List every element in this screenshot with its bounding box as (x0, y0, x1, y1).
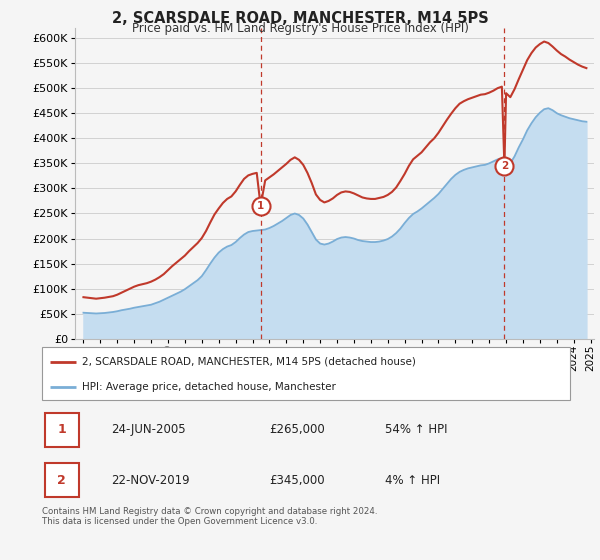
Text: Price paid vs. HM Land Registry's House Price Index (HPI): Price paid vs. HM Land Registry's House … (131, 22, 469, 35)
Text: 2: 2 (501, 161, 508, 171)
FancyBboxPatch shape (44, 413, 79, 447)
Text: 2, SCARSDALE ROAD, MANCHESTER, M14 5PS (detached house): 2, SCARSDALE ROAD, MANCHESTER, M14 5PS (… (82, 357, 415, 367)
Text: 22-NOV-2019: 22-NOV-2019 (110, 474, 189, 487)
Text: Contains HM Land Registry data © Crown copyright and database right 2024.
This d: Contains HM Land Registry data © Crown c… (42, 507, 377, 526)
Text: £265,000: £265,000 (269, 423, 325, 436)
Text: £345,000: £345,000 (269, 474, 325, 487)
FancyBboxPatch shape (42, 347, 570, 400)
Text: 2, SCARSDALE ROAD, MANCHESTER, M14 5PS: 2, SCARSDALE ROAD, MANCHESTER, M14 5PS (112, 11, 488, 26)
Text: 4% ↑ HPI: 4% ↑ HPI (385, 474, 440, 487)
Text: 2: 2 (57, 474, 66, 487)
Text: 24-JUN-2005: 24-JUN-2005 (110, 423, 185, 436)
Text: 1: 1 (57, 423, 66, 436)
Text: 54% ↑ HPI: 54% ↑ HPI (385, 423, 448, 436)
Text: 1: 1 (257, 201, 264, 211)
Text: HPI: Average price, detached house, Manchester: HPI: Average price, detached house, Manc… (82, 382, 335, 392)
FancyBboxPatch shape (44, 464, 79, 497)
